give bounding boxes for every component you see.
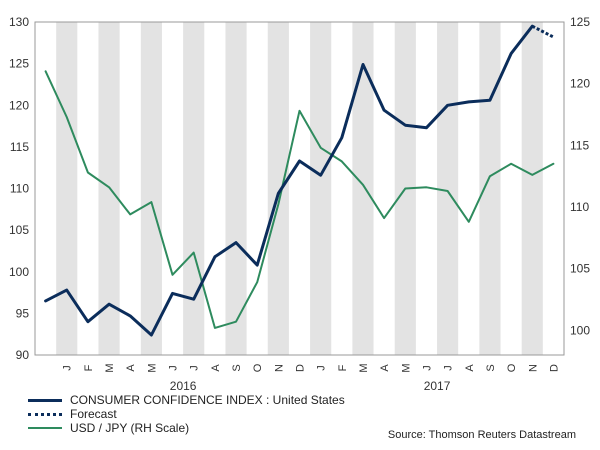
legend-label-cci: CONSUMER CONFIDENCE INDEX : United State… bbox=[70, 393, 345, 407]
month-band bbox=[310, 22, 332, 355]
x-tick-label: A bbox=[125, 364, 137, 372]
legend-swatch-forecast bbox=[28, 412, 62, 416]
x-tick-label: A bbox=[464, 364, 476, 372]
y-tick-right: 110 bbox=[570, 200, 589, 214]
year-label-2016: 2016 bbox=[170, 379, 197, 393]
month-band bbox=[352, 22, 374, 355]
legend-swatch-usdjpy bbox=[28, 427, 62, 429]
series-line-forecast bbox=[531, 24, 555, 39]
legend-entry-usdjpy: USD / JPY (RH Scale) bbox=[28, 421, 345, 435]
x-tick-label: J bbox=[316, 365, 328, 371]
x-axis-labels: J F M A M J J A S O N D J F M A M J J A S O N D 2016 2017 bbox=[62, 363, 561, 393]
legend-label-usdjpy: USD / JPY (RH Scale) bbox=[70, 421, 190, 435]
legend-swatch-cci bbox=[28, 398, 62, 402]
month-band bbox=[437, 22, 459, 355]
x-tick-label: N bbox=[273, 364, 285, 372]
series-line-cci bbox=[44, 24, 534, 337]
y-tick-left: 110 bbox=[10, 182, 29, 196]
y-tick-left: 130 bbox=[9, 15, 29, 29]
x-tick-label: D bbox=[548, 364, 560, 372]
y-tick-right: 125 bbox=[570, 15, 590, 29]
y-tick-left: 95 bbox=[16, 306, 30, 320]
x-tick-label: J bbox=[168, 365, 180, 371]
x-tick-label: J bbox=[189, 365, 201, 371]
y-tick-left: 90 bbox=[16, 348, 30, 362]
y-tick-right: 115 bbox=[570, 138, 589, 152]
x-tick-label: S bbox=[485, 364, 497, 371]
series-line-usdjpy bbox=[44, 70, 555, 329]
y-tick-right: 120 bbox=[570, 77, 590, 91]
plot-frame bbox=[34, 21, 565, 356]
y-tick-left: 120 bbox=[9, 98, 29, 112]
x-tick-label: F bbox=[337, 364, 349, 371]
x-tick-label: J bbox=[443, 365, 455, 371]
x-tick-label: M bbox=[400, 363, 412, 372]
y-tick-right: 105 bbox=[570, 262, 590, 276]
x-tick-label: F bbox=[83, 364, 95, 371]
y-tick-left: 100 bbox=[9, 265, 29, 279]
y-axis-left: 90 95 100 105 110 115 120 125 130 bbox=[9, 15, 29, 362]
month-band bbox=[521, 22, 543, 355]
month-bands bbox=[56, 22, 543, 355]
x-tick-label: J bbox=[62, 365, 74, 371]
y-tick-left: 125 bbox=[9, 57, 29, 71]
x-tick-label: M bbox=[146, 363, 158, 372]
source-note: Source: Thomson Reuters Datastream bbox=[387, 429, 576, 441]
x-tick-label: M bbox=[104, 363, 116, 372]
x-tick-label: A bbox=[379, 364, 391, 372]
month-band bbox=[479, 22, 501, 355]
x-tick-label: A bbox=[210, 364, 222, 372]
x-tick-label: J bbox=[421, 365, 433, 371]
series-lines bbox=[44, 24, 555, 337]
legend-entry-forecast: Forecast bbox=[28, 407, 345, 421]
month-band bbox=[56, 22, 78, 355]
month-band bbox=[140, 22, 162, 355]
legend: CONSUMER CONFIDENCE INDEX : United State… bbox=[28, 393, 345, 435]
x-tick-label: D bbox=[295, 364, 307, 372]
y-axis-right: 100 105 110 115 120 125 bbox=[570, 15, 590, 337]
legend-label-forecast: Forecast bbox=[70, 407, 117, 421]
month-band bbox=[225, 22, 247, 355]
x-tick-label: O bbox=[506, 363, 518, 372]
y-tick-left: 105 bbox=[9, 223, 29, 237]
y-tick-right: 100 bbox=[570, 323, 590, 337]
x-tick-label: S bbox=[231, 364, 243, 371]
month-band bbox=[267, 22, 289, 355]
x-tick-label: N bbox=[527, 364, 539, 372]
y-tick-left: 115 bbox=[10, 140, 29, 154]
month-band bbox=[183, 22, 205, 355]
x-tick-label: O bbox=[252, 363, 264, 372]
x-tick-label: M bbox=[358, 363, 370, 372]
legend-entry-cci: CONSUMER CONFIDENCE INDEX : United State… bbox=[28, 393, 345, 407]
year-label-2017: 2017 bbox=[424, 379, 451, 393]
